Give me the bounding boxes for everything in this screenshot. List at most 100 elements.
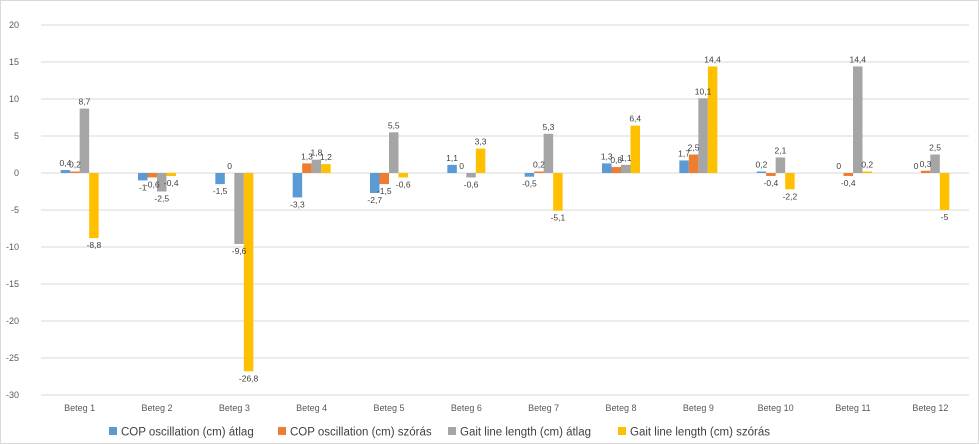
bar [166,173,176,176]
y-axis-ticks: 20 15 10 5 0 -5 -10 -15 -20 -25 -30 [6,20,19,400]
bar [698,98,708,173]
bar [853,66,863,173]
data-label: 1,3 [301,151,313,161]
legend-label: Gait line length (cm) szórás [630,427,770,439]
x-tick-label: Beteg 8 [605,403,636,413]
bar [70,171,80,173]
data-label: -0,4 [841,178,856,188]
data-label: 2,1 [775,145,787,155]
bar [389,132,399,173]
x-axis-ticks: Beteg 1 Beteg 2 Beteg 3 Beteg 4 Beteg 5 Beteg… [64,403,948,413]
data-label: 0,2 [533,160,545,170]
data-label: 3,3 [475,137,487,147]
bar [302,163,312,173]
bar [553,173,563,211]
bar [379,173,389,185]
data-label: 2,5 [929,143,941,153]
data-label: -9,6 [232,246,247,256]
bar [321,164,331,173]
legend-swatch [448,427,456,435]
data-label: 5,5 [388,120,400,130]
data-label: -1 [139,182,147,192]
bar [89,173,99,239]
bar [775,157,786,173]
data-label: 2,5 [688,143,700,153]
y-tick-label: 20 [9,20,19,30]
bar [939,173,950,210]
bar [621,164,631,173]
x-tick-label: Beteg 7 [528,403,559,413]
bar [447,164,457,173]
data-label: 0 [227,161,232,171]
data-label: 14,4 [704,54,721,64]
bar [311,159,322,173]
x-tick-label: Beteg 9 [683,403,714,413]
x-tick-label: Beteg 4 [296,403,327,413]
gridlines [41,24,969,396]
bar [60,170,71,173]
data-label: -3,3 [290,199,305,209]
data-label: -0,4 [764,178,779,188]
data-label: -1,5 [213,186,228,196]
legend-swatch [618,427,626,435]
data-label: 1,1 [620,153,632,163]
data-label: 0 [836,161,841,171]
x-tick-label: Beteg 2 [141,403,172,413]
bar [234,173,244,245]
data-label: -26,8 [239,373,259,383]
bar [756,171,767,173]
y-tick-label: -30 [6,390,19,400]
data-label: 1,2 [320,152,332,162]
bar [534,171,544,173]
bar [138,173,148,181]
y-tick-label: 15 [9,57,19,67]
bar [543,133,554,173]
data-label: 6,4 [629,114,641,124]
bar [243,173,254,372]
y-tick-label: 10 [9,94,19,104]
data-label: 0,8 [610,155,622,165]
data-label: 14,4 [849,54,866,64]
x-tick-label: Beteg 6 [451,403,482,413]
data-label: 0 [459,161,464,171]
bar [766,173,776,176]
bars [60,66,950,372]
y-tick-label: -5 [11,205,19,215]
y-tick-label: 5 [14,131,19,141]
data-label: 0,2 [756,160,768,170]
x-tick-label: Beteg 3 [219,403,250,413]
bar [79,108,90,173]
x-tick-label: Beteg 12 [912,403,948,413]
bar [292,173,303,198]
y-tick-label: -25 [6,353,19,363]
data-label: 1,1 [446,153,458,163]
bar [785,173,795,190]
data-label: 10,1 [695,86,712,96]
data-label: -8,8 [87,240,102,250]
legend-swatch [278,427,286,435]
data-label: -0,6 [464,179,479,189]
legend-label: Gait line length (cm) átlag [460,427,591,439]
data-label: -2,5 [154,194,169,204]
data-label: 5,3 [543,122,555,132]
bar [630,125,640,173]
data-label: 0 [914,161,919,171]
bar [688,154,699,173]
data-label: 0,3 [920,159,932,169]
data-labels: 0,40,28,7-8,8-1-0,6-2,5-0,4-1,50-9,6-26,… [60,54,949,383]
data-label: 1,3 [601,151,613,161]
x-tick-label: Beteg 5 [373,403,404,413]
x-tick-label: Beteg 11 [835,403,870,413]
data-label: 0,2 [861,160,873,170]
data-label: -1,5 [377,186,392,196]
x-tick-label: Beteg 10 [758,403,794,413]
bar [602,163,612,173]
legend-swatch [109,427,117,435]
data-label: 8,7 [79,97,91,107]
data-label: -0,5 [522,179,537,189]
bar [147,173,157,178]
bar [466,173,476,178]
bar [862,171,872,173]
bar [215,173,225,185]
